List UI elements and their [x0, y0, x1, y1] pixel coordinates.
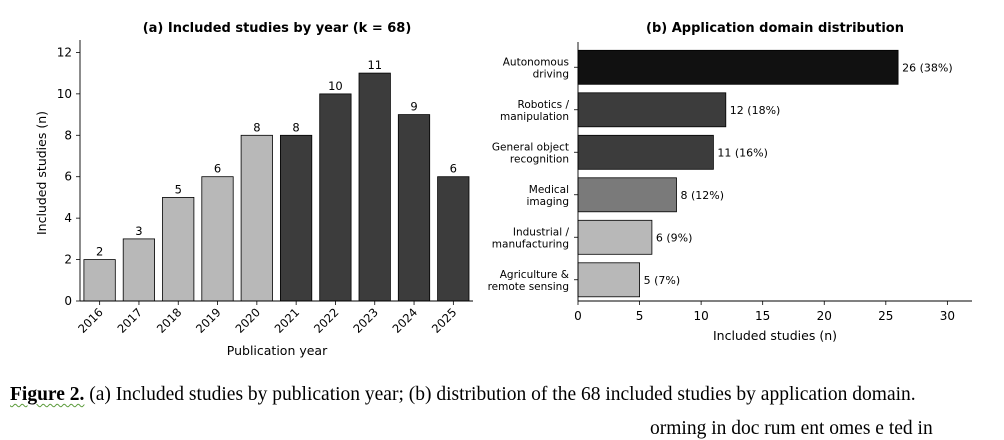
y-tick-label-domain-2: General object recognition: [492, 141, 569, 165]
x-tick-label-b-25: 25: [878, 309, 893, 323]
x-tick-label-b-0: 0: [574, 309, 582, 323]
value-label-2: 11 (16%): [717, 146, 768, 159]
bar-domain-4: [577, 219, 653, 255]
x-tick-label-2022: 2022: [311, 305, 342, 336]
chart-b-xlabel: Included studies (n): [713, 328, 837, 343]
bar-2023: [358, 72, 391, 302]
overflow-text-line: orming in doc rum ent omes e ted in: [650, 418, 933, 439]
bar-2024: [397, 114, 431, 302]
value-label-4: 6 (9%): [656, 231, 693, 244]
bar-2018: [162, 196, 195, 302]
data-label-2020: 8: [253, 120, 260, 134]
y-tick-label-0: 0: [64, 294, 72, 308]
bar-2022: [319, 93, 352, 302]
bar-2021: [279, 134, 313, 302]
y-tick-label-domain-3: Medical imaging: [527, 184, 569, 208]
caption-lead: Figure 2.: [10, 384, 85, 405]
bar-domain-2: [577, 134, 714, 170]
y-tick-label-10: 10: [57, 87, 72, 101]
bar-2016: [83, 259, 116, 302]
caption-text: (a) Included studies by publication year…: [84, 384, 916, 405]
figure-caption: Figure 2. (a) Included studies by public…: [10, 384, 1004, 406]
y-tick-label-8: 8: [64, 128, 72, 142]
value-label-3: 8 (12%): [681, 189, 725, 202]
x-tick-label-b-20: 20: [817, 309, 832, 323]
data-label-2022: 10: [328, 79, 343, 93]
x-tick-label-2024: 2024: [390, 305, 421, 336]
data-label-2023: 11: [367, 58, 382, 72]
bar-2025: [437, 176, 470, 302]
y-tick-label-2: 2: [64, 253, 72, 267]
x-tick-label-b-10: 10: [693, 309, 708, 323]
value-label-1: 12 (18%): [730, 104, 781, 117]
x-tick-label-b-5: 5: [636, 309, 644, 323]
data-label-2018: 5: [175, 182, 182, 196]
y-tick-label-4: 4: [64, 211, 72, 225]
x-tick-label-b-15: 15: [755, 309, 770, 323]
figure-canvas: (a) Included studies by year (k = 68) 2 3…: [34, 21, 972, 358]
data-label-2021: 8: [292, 120, 299, 134]
value-label-0: 26 (38%): [902, 61, 953, 74]
x-tick-label-2020: 2020: [232, 305, 263, 336]
y-tick-label-domain-5: Agriculture & remote sensing: [488, 269, 569, 293]
x-tick-label-2025: 2025: [429, 305, 460, 336]
chart-a-ylabel: Included studies (n): [34, 111, 49, 235]
bar-domain-0: [577, 49, 899, 85]
value-label-5: 5 (7%): [644, 274, 681, 287]
y-tick-label-domain-1: Robotics / manipulation: [500, 99, 569, 123]
x-tick-label-2017: 2017: [114, 305, 145, 336]
bar-2017: [122, 238, 155, 302]
data-label-2024: 9: [410, 100, 417, 114]
x-tick-label-b-30: 30: [940, 309, 955, 323]
x-tick-label-2021: 2021: [272, 305, 303, 336]
chart-a: (a) Included studies by year (k = 68) 2 3…: [34, 21, 473, 358]
y-tick-label-domain-0: Autonomous driving: [503, 56, 569, 80]
data-label-2025: 6: [450, 162, 457, 176]
chart-b: (b) Application domain distribution 26 (…: [488, 21, 972, 343]
data-label-2016: 2: [96, 245, 103, 259]
bar-domain-1: [577, 92, 727, 128]
y-tick-label-domain-4: Industrial / manufacturing: [492, 226, 570, 250]
bar-domain-3: [577, 177, 677, 213]
bar-2019: [201, 176, 234, 302]
chart-a-xlabel: Publication year: [227, 343, 328, 358]
y-tick-label-6: 6: [64, 170, 72, 184]
data-label-2017: 3: [135, 224, 142, 238]
bar-2020: [240, 134, 273, 302]
data-label-2019: 6: [214, 162, 221, 176]
y-tick-label-12: 12: [57, 45, 72, 59]
x-tick-label-2016: 2016: [75, 305, 106, 336]
x-tick-label-2019: 2019: [193, 305, 224, 336]
chart-b-title: (b) Application domain distribution: [646, 21, 904, 36]
x-tick-label-2023: 2023: [350, 305, 381, 336]
bar-domain-5: [577, 262, 640, 298]
chart-a-title: (a) Included studies by year (k = 68): [143, 21, 412, 36]
x-tick-label-2018: 2018: [154, 305, 185, 336]
